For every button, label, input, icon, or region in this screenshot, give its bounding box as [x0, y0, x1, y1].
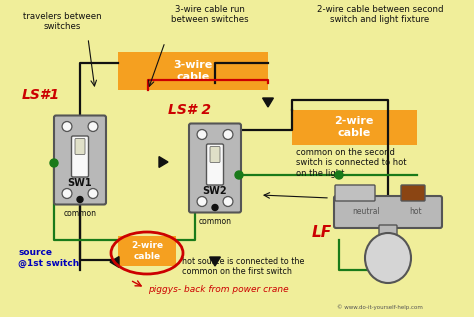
FancyBboxPatch shape [189, 124, 241, 212]
Text: 2-wire
cable: 2-wire cable [334, 116, 374, 138]
FancyBboxPatch shape [75, 139, 85, 154]
Circle shape [50, 159, 58, 167]
Text: LS#1: LS#1 [22, 88, 60, 102]
Circle shape [197, 130, 207, 139]
Text: 2-wire cable between second
switch and light fixture: 2-wire cable between second switch and l… [317, 5, 443, 24]
Text: common on the second
switch is connected to hot
on the light: common on the second switch is connected… [296, 148, 407, 178]
Circle shape [212, 204, 218, 210]
Text: SW1: SW1 [68, 178, 92, 187]
Text: SW2: SW2 [203, 185, 228, 196]
Circle shape [88, 189, 98, 198]
FancyBboxPatch shape [118, 52, 268, 90]
Ellipse shape [365, 233, 411, 283]
Text: source
@1st switch: source @1st switch [18, 248, 79, 268]
FancyBboxPatch shape [54, 115, 106, 204]
Text: LS# 2: LS# 2 [168, 103, 211, 117]
Text: common: common [199, 217, 231, 227]
Circle shape [62, 121, 72, 132]
FancyBboxPatch shape [72, 136, 89, 177]
Circle shape [223, 130, 233, 139]
Text: 3-wire
cable: 3-wire cable [173, 60, 213, 82]
Text: common: common [64, 210, 97, 218]
FancyBboxPatch shape [292, 110, 417, 145]
Polygon shape [210, 257, 220, 266]
Text: neutral: neutral [352, 208, 380, 217]
FancyBboxPatch shape [379, 225, 397, 239]
Text: LF: LF [312, 225, 332, 240]
FancyBboxPatch shape [335, 185, 375, 201]
Circle shape [197, 197, 207, 206]
Circle shape [335, 171, 343, 179]
Circle shape [77, 197, 83, 203]
Circle shape [235, 171, 243, 179]
Text: hot: hot [410, 208, 422, 217]
Circle shape [223, 197, 233, 206]
FancyBboxPatch shape [334, 196, 442, 228]
FancyBboxPatch shape [118, 236, 176, 266]
Polygon shape [159, 157, 168, 167]
FancyBboxPatch shape [401, 185, 425, 201]
Text: © www.do-it-yourself-help.com: © www.do-it-yourself-help.com [337, 304, 423, 310]
Text: 3-wire cable run
between switches: 3-wire cable run between switches [171, 5, 249, 24]
Text: travelers between
switches: travelers between switches [23, 12, 101, 31]
Circle shape [62, 189, 72, 198]
FancyBboxPatch shape [210, 146, 220, 163]
Circle shape [88, 121, 98, 132]
FancyBboxPatch shape [207, 144, 224, 185]
Polygon shape [263, 98, 273, 107]
Text: piggys- back from power crane: piggys- back from power crane [148, 285, 289, 294]
Text: 2-wire
cable: 2-wire cable [131, 241, 163, 261]
Text: hot source is connected to the
common on the first switch: hot source is connected to the common on… [182, 257, 304, 276]
Polygon shape [110, 256, 119, 268]
